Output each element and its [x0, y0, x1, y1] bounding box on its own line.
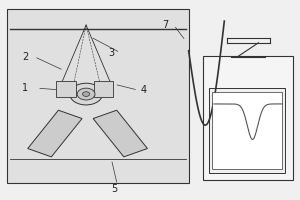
Text: 5: 5 — [111, 184, 118, 194]
Polygon shape — [93, 110, 147, 157]
Circle shape — [82, 92, 90, 96]
Polygon shape — [28, 110, 82, 157]
Text: 7: 7 — [162, 20, 168, 30]
FancyBboxPatch shape — [203, 56, 293, 180]
FancyBboxPatch shape — [7, 9, 189, 183]
Text: 4: 4 — [141, 85, 147, 95]
FancyBboxPatch shape — [94, 81, 113, 97]
FancyBboxPatch shape — [209, 88, 285, 173]
Text: 2: 2 — [22, 52, 28, 62]
FancyBboxPatch shape — [56, 81, 76, 97]
FancyBboxPatch shape — [212, 92, 282, 169]
Text: 1: 1 — [22, 83, 28, 93]
Circle shape — [77, 88, 95, 100]
Circle shape — [70, 83, 102, 105]
Text: 3: 3 — [108, 48, 114, 58]
